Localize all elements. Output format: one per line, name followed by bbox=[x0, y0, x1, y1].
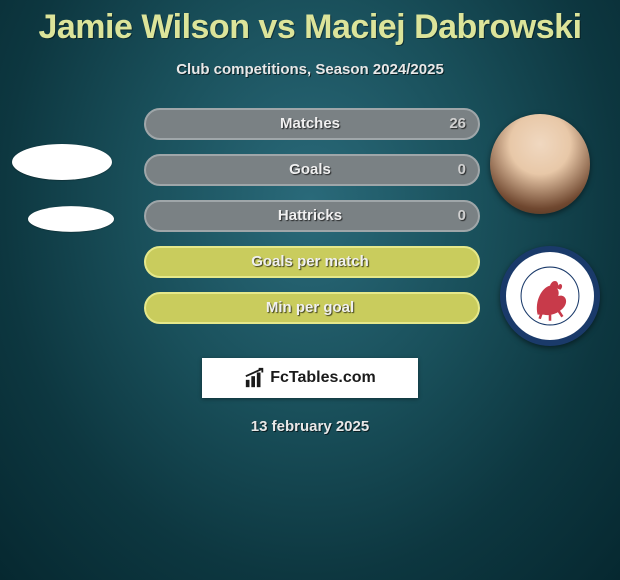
stat-bar-right bbox=[144, 108, 480, 140]
bar-chart-icon bbox=[244, 367, 266, 389]
logo-text: FcTables.com bbox=[270, 369, 376, 387]
player2-club-badge bbox=[500, 246, 600, 346]
stat-bar-right bbox=[144, 154, 480, 186]
comparison-title: Jamie Wilson vs Maciej Dabrowski bbox=[0, 0, 620, 47]
stat-bar-right bbox=[144, 292, 480, 324]
player1-club-placeholder bbox=[28, 206, 114, 232]
fctables-logo[interactable]: FcTables.com bbox=[202, 358, 418, 398]
stat-row: Matches26 bbox=[140, 108, 480, 140]
stat-row: Min per goal bbox=[140, 292, 480, 324]
comparison-subtitle: Club competitions, Season 2024/2025 bbox=[0, 61, 620, 78]
player1-avatar-placeholder bbox=[12, 144, 112, 180]
stat-bar-right bbox=[144, 246, 480, 278]
stat-bar-right bbox=[144, 200, 480, 232]
player2-avatar bbox=[490, 114, 590, 214]
stat-bars: Matches26 Goals0 Hattricks0 Goals per match… bbox=[140, 108, 480, 338]
footer-date: 13 february 2025 bbox=[0, 418, 620, 435]
stat-value-right: 0 bbox=[458, 207, 466, 224]
stat-row: Goals0 bbox=[140, 154, 480, 186]
stat-value-right: 26 bbox=[449, 115, 466, 132]
stat-row: Hattricks0 bbox=[140, 200, 480, 232]
stat-value-right: 0 bbox=[458, 161, 466, 178]
stats-area: Matches26Goals0Hattricks0Goals per match… bbox=[0, 116, 620, 346]
stat-row: Goals per match bbox=[140, 246, 480, 278]
lion-badge-icon bbox=[519, 265, 581, 327]
